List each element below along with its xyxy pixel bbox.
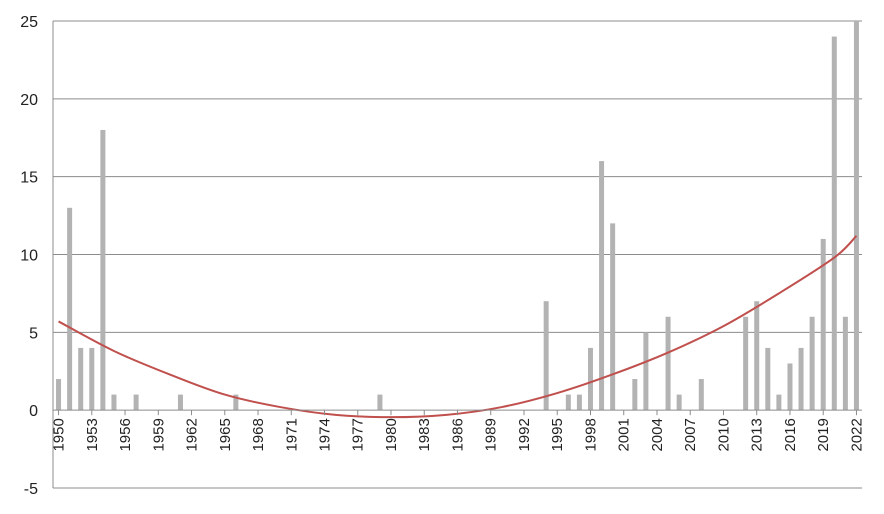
x-tick-label: 1950 [51,418,68,451]
bar-1954 [100,129,106,411]
bar-2013 [754,301,760,411]
bar-1998 [587,347,593,411]
y-tick-label: 20 [20,92,38,109]
x-tick-label: 1965 [217,418,234,451]
bar-2022 [853,21,859,411]
bar-2021 [842,316,848,411]
y-tick-label: 25 [20,14,38,31]
x-tick-label: 1980 [383,418,400,451]
bar-2008 [698,379,704,411]
x-axis-tick-labels: 1950 1953 1956 1959 1962 1965 1968 1971 1974 1977… [51,418,866,451]
x-tick-label: 2007 [682,418,699,451]
x-tick-label: 1998 [582,418,599,451]
x-tick-label: 1953 [84,418,101,451]
trendline [58,235,858,419]
x-tick-label: 2019 [815,418,832,451]
bar-1997 [576,394,582,411]
x-tick-label: 2001 [616,418,633,451]
bar-1952 [78,347,84,411]
axes [52,21,862,488]
x-tick-label: 1986 [449,418,466,451]
y-axis-tick-labels: 25 20 15 10 5 0 -5 [20,14,38,498]
x-tick-label: 1977 [350,418,367,451]
bar-2002 [632,379,638,411]
bar-2016 [787,363,793,411]
bar-2018 [809,316,815,411]
y-tick-label: -5 [24,481,38,498]
bar-1951 [67,207,73,411]
bar-1979 [377,394,383,411]
bar-1955 [111,394,117,411]
bar-2017 [798,347,804,411]
bar-1961 [177,394,183,411]
y-tick-label: 10 [20,248,38,265]
x-tick-label: 2022 [848,418,865,451]
bar-2005 [665,316,671,411]
bar-2006 [676,394,682,411]
x-tick-label: 1968 [250,418,267,451]
bar-1994 [543,301,549,411]
bar-2000 [610,223,616,411]
bar-2014 [765,347,771,411]
y-tick-label: 5 [29,325,38,342]
bar-2003 [643,332,649,411]
bar-2020 [831,36,837,411]
x-tick-label: 2010 [715,418,732,451]
bar-1953 [89,347,95,411]
x-tick-label: 1956 [117,418,134,451]
x-tick-label: 1959 [150,418,167,451]
x-tick-label: 1983 [416,418,433,451]
gridlines [53,20,862,489]
x-tick-label: 1989 [483,418,500,451]
bar-2012 [743,316,749,411]
bar-1957 [133,394,139,411]
bar-1999 [599,161,605,411]
x-tick-label: 2013 [749,418,766,451]
x-tick-label: 1992 [516,418,533,451]
y-tick-label: 15 [20,170,38,187]
bar-2019 [820,238,826,411]
bar-1966 [233,394,239,411]
x-tick-label: 2016 [782,418,799,451]
bars [56,21,859,411]
x-tick-label: 1962 [184,418,201,451]
bar-1996 [565,394,571,411]
x-tick-label: 1974 [317,418,334,451]
y-tick-label: 0 [29,403,38,420]
x-tick-label: 2004 [649,418,666,451]
x-tick-label: 1995 [549,418,566,451]
x-tick-label: 1971 [283,418,300,451]
trendline-group [58,235,858,419]
bar-2015 [776,394,782,411]
bar-1950 [56,379,62,411]
